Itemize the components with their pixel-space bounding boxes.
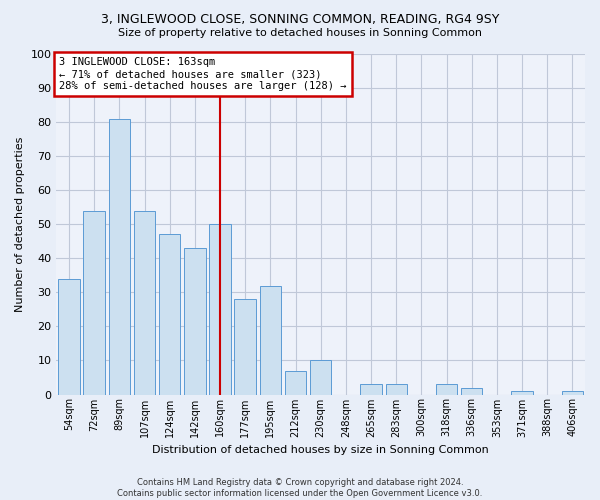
Bar	[109, 118, 130, 394]
Bar	[58, 278, 80, 394]
Bar	[562, 391, 583, 394]
Bar	[285, 370, 306, 394]
Bar	[511, 391, 533, 394]
Bar	[461, 388, 482, 394]
Text: Contains HM Land Registry data © Crown copyright and database right 2024.
Contai: Contains HM Land Registry data © Crown c…	[118, 478, 482, 498]
Bar	[159, 234, 181, 394]
Y-axis label: Number of detached properties: Number of detached properties	[15, 136, 25, 312]
X-axis label: Distribution of detached houses by size in Sonning Common: Distribution of detached houses by size …	[152, 445, 489, 455]
Bar	[184, 248, 206, 394]
Bar	[361, 384, 382, 394]
Text: Size of property relative to detached houses in Sonning Common: Size of property relative to detached ho…	[118, 28, 482, 38]
Bar	[386, 384, 407, 394]
Text: 3, INGLEWOOD CLOSE, SONNING COMMON, READING, RG4 9SY: 3, INGLEWOOD CLOSE, SONNING COMMON, READ…	[101, 12, 499, 26]
Bar	[209, 224, 231, 394]
Bar	[260, 286, 281, 395]
Bar	[83, 210, 105, 394]
Bar	[310, 360, 331, 394]
Text: 3 INGLEWOOD CLOSE: 163sqm
← 71% of detached houses are smaller (323)
28% of semi: 3 INGLEWOOD CLOSE: 163sqm ← 71% of detac…	[59, 58, 347, 90]
Bar	[134, 210, 155, 394]
Bar	[235, 299, 256, 394]
Bar	[436, 384, 457, 394]
